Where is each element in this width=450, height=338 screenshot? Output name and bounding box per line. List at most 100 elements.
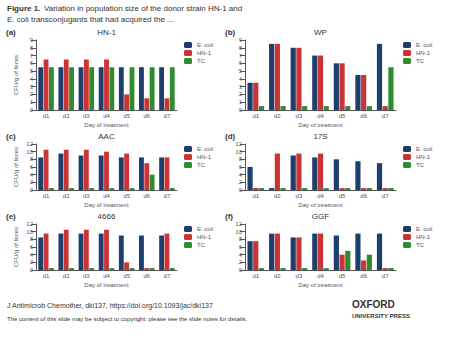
svg-text:d2: d2 [274, 113, 281, 119]
svg-text:CFU/g of feces: CFU/g of feces [13, 55, 19, 95]
svg-text:(c): (c) [6, 132, 16, 141]
svg-text:1: 1 [30, 99, 34, 105]
svg-text:E. coli: E. coli [416, 42, 432, 48]
svg-text:HN-1: HN-1 [197, 154, 212, 160]
svg-text:TC: TC [416, 58, 425, 64]
svg-text:d3: d3 [296, 113, 303, 119]
svg-text:Figure 1.: Figure 1. [7, 4, 40, 13]
svg-text:(a): (a) [6, 28, 16, 37]
svg-text:2: 2 [30, 91, 34, 97]
svg-text:d3: d3 [83, 193, 90, 199]
svg-text:5: 5 [30, 68, 34, 74]
svg-text:(e): (e) [6, 212, 16, 221]
svg-text:HN-1: HN-1 [197, 234, 212, 240]
svg-text:d4: d4 [103, 273, 110, 279]
svg-text:d1: d1 [43, 273, 50, 279]
svg-text:WP: WP [314, 28, 327, 37]
svg-text:2: 2 [239, 91, 243, 97]
svg-text:d1: d1 [43, 193, 50, 199]
svg-text:TC: TC [197, 162, 206, 168]
svg-text:0: 0 [30, 267, 34, 273]
svg-text:d5: d5 [123, 113, 130, 119]
svg-text:TC: TC [197, 58, 206, 64]
svg-text:GGF: GGF [312, 212, 329, 221]
svg-text:d5: d5 [123, 273, 130, 279]
svg-text:4: 4 [239, 172, 243, 178]
svg-text:10: 10 [235, 229, 242, 235]
svg-text:8: 8 [30, 45, 34, 51]
svg-text:Day of treatment: Day of treatment [84, 122, 129, 128]
svg-text:12: 12 [235, 221, 242, 227]
svg-text:10: 10 [26, 229, 33, 235]
svg-text:d7: d7 [164, 193, 171, 199]
svg-text:6: 6 [239, 244, 243, 250]
svg-text:d4: d4 [317, 273, 324, 279]
svg-text:d3: d3 [83, 113, 90, 119]
svg-text:Day of treatment: Day of treatment [84, 282, 129, 288]
svg-text:6: 6 [30, 164, 34, 170]
svg-text:4: 4 [239, 252, 243, 258]
svg-text:Day of treatment: Day of treatment [298, 282, 343, 288]
svg-text:Day of treatment: Day of treatment [298, 202, 343, 208]
svg-text:HN-1: HN-1 [197, 50, 212, 56]
svg-text:(b): (b) [225, 28, 236, 37]
svg-text:AAC: AAC [98, 132, 115, 141]
svg-text:CFU/g of feces: CFU/g of feces [13, 147, 19, 187]
svg-text:d5: d5 [123, 193, 130, 199]
svg-text:CFU/g of feces: CFU/g of feces [13, 227, 19, 267]
svg-text:J Antimicrob Chemother, dki137: J Antimicrob Chemother, dki137, https://… [7, 302, 213, 310]
svg-text:6: 6 [30, 60, 34, 66]
svg-text:7: 7 [239, 53, 243, 59]
svg-text:d6: d6 [143, 113, 150, 119]
svg-text:(d): (d) [225, 132, 236, 141]
svg-text:6: 6 [239, 164, 243, 170]
svg-text:12: 12 [26, 221, 33, 227]
svg-text:6: 6 [30, 244, 34, 250]
svg-text:8: 8 [239, 156, 243, 162]
svg-text:d6: d6 [360, 273, 367, 279]
svg-text:The content of this slide may: The content of this slide may be subject… [7, 316, 247, 322]
svg-text:E. coli: E. coli [197, 226, 213, 232]
svg-text:d2: d2 [63, 273, 70, 279]
svg-text:4666: 4666 [98, 212, 116, 221]
svg-text:d5: d5 [339, 273, 346, 279]
svg-text:2: 2 [30, 179, 34, 185]
svg-text:TC: TC [416, 162, 425, 168]
svg-text:E. coli: E. coli [197, 146, 213, 152]
svg-text:d1: d1 [252, 273, 259, 279]
svg-text:TC: TC [197, 242, 206, 248]
svg-text:9: 9 [30, 37, 34, 43]
svg-text:E. coli: E. coli [197, 42, 213, 48]
svg-text:3: 3 [30, 84, 34, 90]
svg-text:8: 8 [30, 156, 34, 162]
svg-text:d3: d3 [296, 273, 303, 279]
svg-text:8: 8 [239, 236, 243, 242]
svg-text:4: 4 [30, 252, 34, 258]
svg-text:E. coli: E. coli [416, 226, 432, 232]
svg-text:17S: 17S [313, 132, 327, 141]
svg-text:5: 5 [239, 68, 243, 74]
svg-text:6: 6 [239, 60, 243, 66]
svg-text:d7: d7 [164, 273, 171, 279]
svg-text:Day of treatment: Day of treatment [84, 202, 129, 208]
svg-text:d4: d4 [317, 113, 324, 119]
svg-text:d7: d7 [382, 273, 389, 279]
svg-text:10: 10 [235, 149, 242, 155]
svg-text:0: 0 [30, 107, 34, 113]
svg-text:1: 1 [239, 99, 243, 105]
svg-text:d5: d5 [339, 113, 346, 119]
svg-text:Day of treatment: Day of treatment [298, 122, 343, 128]
svg-text:0: 0 [239, 267, 243, 273]
svg-text:0: 0 [239, 187, 243, 193]
svg-text:(f): (f) [225, 212, 233, 221]
svg-text:d2: d2 [274, 273, 281, 279]
svg-text:8: 8 [30, 236, 34, 242]
svg-text:UNIVERSITY PRESS: UNIVERSITY PRESS [352, 313, 410, 319]
svg-text:d3: d3 [83, 273, 90, 279]
svg-text:d2: d2 [274, 193, 281, 199]
svg-text:4: 4 [30, 76, 34, 82]
svg-text:2: 2 [30, 259, 34, 265]
svg-text:d1: d1 [252, 193, 259, 199]
svg-text:d2: d2 [63, 113, 70, 119]
svg-text:E. coli transconjugants that h: E. coli transconjugants that had acquire… [7, 15, 174, 24]
